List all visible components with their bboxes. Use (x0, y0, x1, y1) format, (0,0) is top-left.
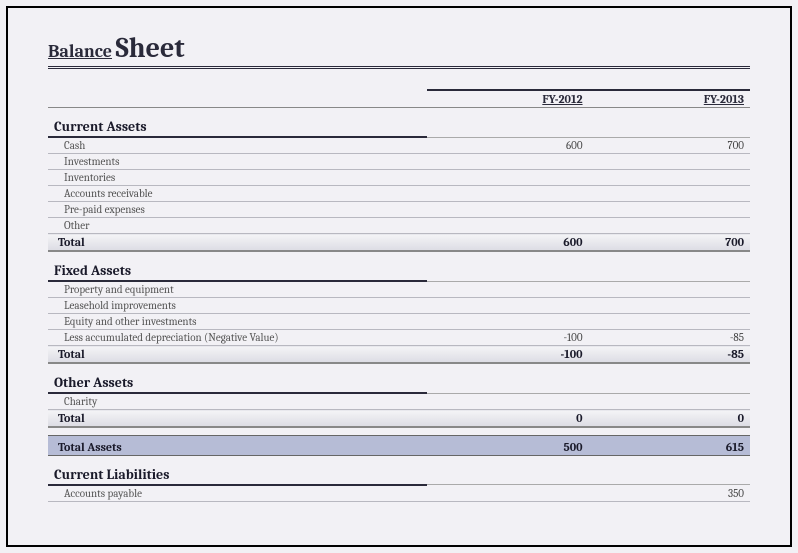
row-value-p1 (427, 218, 588, 234)
row-cash: Cash 600 700 (48, 137, 750, 154)
total-value-p2: 0 (589, 410, 750, 428)
period-2: FY-2013 (589, 90, 750, 108)
section-heading: Current Liabilities (48, 455, 427, 485)
row-property-equipment: Property and equipment (48, 281, 750, 298)
document-title: Balance Sheet (48, 32, 750, 69)
row-label: Leasehold improvements (48, 298, 427, 314)
row-label: Inventories (48, 170, 427, 186)
total-fixed-assets: Total -100 -85 (48, 346, 750, 364)
total-current-assets: Total 600 700 (48, 234, 750, 252)
total-other-assets: Total 0 0 (48, 410, 750, 428)
row-label: Cash (48, 137, 427, 154)
period-header-row: FY-2012 FY-2013 (48, 90, 750, 108)
row-value-p1 (427, 485, 588, 502)
row-value-p1 (427, 314, 588, 330)
row-value-p1 (427, 202, 588, 218)
title-part2: Sheet (116, 32, 185, 64)
row-label: Charity (48, 393, 427, 410)
section-current-assets: Current Assets (48, 108, 750, 138)
row-value-p1 (427, 186, 588, 202)
row-value-p2 (589, 314, 750, 330)
row-value-p1: 600 (427, 137, 588, 154)
row-value-p1 (427, 281, 588, 298)
total-value-p1: 600 (427, 234, 588, 252)
section-heading: Other Assets (48, 363, 427, 393)
row-depreciation: Less accumulated depreciation (Negative … (48, 330, 750, 346)
total-label: Total (48, 234, 427, 252)
row-charity: Charity (48, 393, 750, 410)
total-value-p1: 0 (427, 410, 588, 428)
balance-sheet-document: Balance Sheet FY-2012 FY-2013 Current As… (6, 6, 792, 547)
row-label: Other (48, 218, 427, 234)
row-value-p1: -100 (427, 330, 588, 346)
row-label: Less accumulated depreciation (Negative … (48, 330, 427, 346)
row-value-p2 (589, 154, 750, 170)
row-accounts-receivable: Accounts receivable (48, 186, 750, 202)
total-assets-p1: 500 (427, 435, 588, 455)
row-leasehold: Leasehold improvements (48, 298, 750, 314)
row-label: Accounts receivable (48, 186, 427, 202)
row-value-p1 (427, 298, 588, 314)
row-investments: Investments (48, 154, 750, 170)
section-current-liabilities: Current Liabilities (48, 455, 750, 485)
row-value-p2 (589, 393, 750, 410)
total-value-p1: -100 (427, 346, 588, 364)
row-label: Accounts payable (48, 485, 427, 502)
total-value-p2: 700 (589, 234, 750, 252)
row-value-p1 (427, 170, 588, 186)
row-value-p2: 700 (589, 137, 750, 154)
row-value-p1 (427, 154, 588, 170)
period-1: FY-2012 (427, 90, 588, 108)
row-equity-investments: Equity and other investments (48, 314, 750, 330)
section-heading: Fixed Assets (48, 251, 427, 281)
section-other-assets: Other Assets (48, 363, 750, 393)
row-prepaid-expenses: Pre-paid expenses (48, 202, 750, 218)
row-value-p2 (589, 298, 750, 314)
section-heading: Current Assets (48, 108, 427, 138)
balance-sheet-table: FY-2012 FY-2013 Current Assets Cash 600 … (48, 89, 750, 502)
total-assets-label: Total Assets (48, 435, 427, 455)
total-label: Total (48, 346, 427, 364)
total-value-p2: -85 (589, 346, 750, 364)
row-label: Pre-paid expenses (48, 202, 427, 218)
row-value-p2: 350 (589, 485, 750, 502)
total-label: Total (48, 410, 427, 428)
row-value-p2 (589, 170, 750, 186)
row-value-p2: -85 (589, 330, 750, 346)
row-value-p1 (427, 393, 588, 410)
total-assets-p2: 615 (589, 435, 750, 455)
row-other: Other (48, 218, 750, 234)
row-accounts-payable: Accounts payable 350 (48, 485, 750, 502)
total-assets-row: Total Assets 500 615 (48, 435, 750, 455)
row-value-p2 (589, 202, 750, 218)
row-label: Equity and other investments (48, 314, 427, 330)
section-fixed-assets: Fixed Assets (48, 251, 750, 281)
row-inventories: Inventories (48, 170, 750, 186)
row-label: Property and equipment (48, 281, 427, 298)
row-label: Investments (48, 154, 427, 170)
row-value-p2 (589, 218, 750, 234)
row-value-p2 (589, 281, 750, 298)
title-part1: Balance (48, 41, 112, 62)
row-value-p2 (589, 186, 750, 202)
